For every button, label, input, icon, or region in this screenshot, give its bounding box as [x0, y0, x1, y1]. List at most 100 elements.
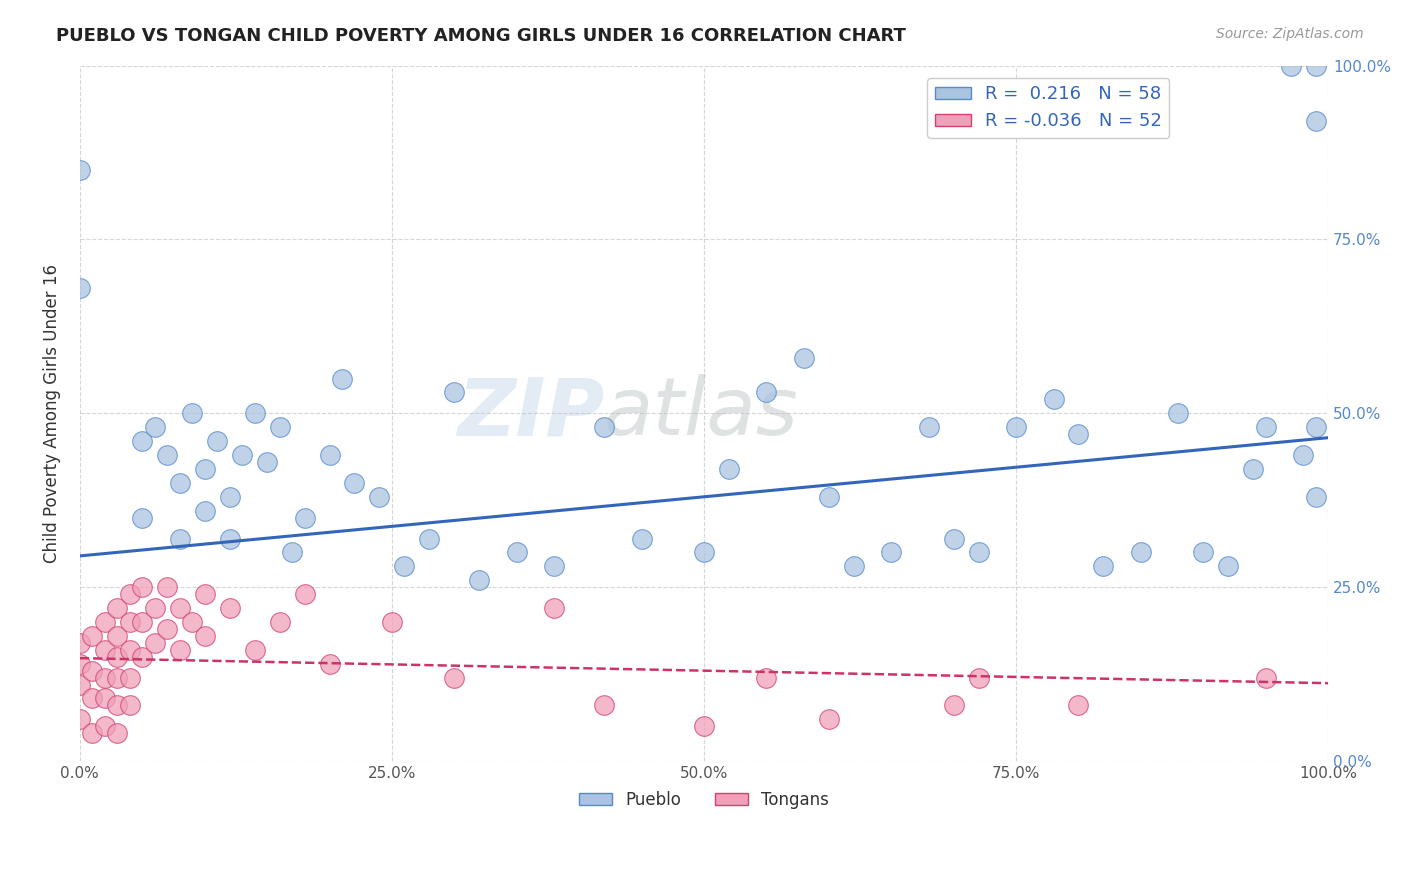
Point: [94, 719, 117, 733]
Point: [218, 490, 240, 504]
Point: [205, 434, 228, 449]
Point: [1042, 392, 1064, 407]
Point: [69, 162, 91, 177]
Point: [194, 587, 217, 601]
Point: [105, 671, 128, 685]
Point: [817, 712, 839, 726]
Point: [281, 545, 304, 559]
Point: [156, 448, 179, 462]
Point: [918, 420, 941, 434]
Point: [593, 698, 616, 713]
Point: [1305, 490, 1327, 504]
Point: [1129, 545, 1152, 559]
Point: [69, 712, 91, 726]
Point: [1218, 559, 1240, 574]
Point: [942, 532, 965, 546]
Point: [1167, 406, 1189, 420]
Point: [1067, 427, 1090, 442]
Point: [269, 420, 291, 434]
Point: [506, 545, 529, 559]
Point: [105, 649, 128, 664]
Point: [143, 420, 166, 434]
Point: [418, 532, 440, 546]
Point: [131, 615, 153, 629]
Point: [82, 664, 104, 678]
Point: [294, 587, 316, 601]
Point: [131, 649, 153, 664]
Point: [1279, 59, 1302, 73]
Point: [381, 615, 404, 629]
Point: [69, 657, 91, 671]
Point: [967, 545, 990, 559]
Point: [131, 510, 153, 524]
Legend: Pueblo, Tongans: Pueblo, Tongans: [572, 784, 837, 815]
Point: [143, 636, 166, 650]
Point: [218, 601, 240, 615]
Point: [118, 698, 141, 713]
Point: [543, 601, 565, 615]
Point: [443, 385, 465, 400]
Point: [94, 691, 117, 706]
Point: [118, 671, 141, 685]
Point: [131, 580, 153, 594]
Point: [343, 475, 366, 490]
Point: [1305, 114, 1327, 128]
Point: [269, 615, 291, 629]
Point: [443, 671, 465, 685]
Point: [693, 545, 716, 559]
Point: [194, 629, 217, 643]
Point: [1292, 448, 1315, 462]
Point: [256, 455, 278, 469]
Point: [330, 371, 353, 385]
Point: [169, 642, 191, 657]
Point: [194, 504, 217, 518]
Point: [942, 698, 965, 713]
Point: [842, 559, 865, 574]
Point: [94, 615, 117, 629]
Point: [169, 532, 191, 546]
Point: [94, 642, 117, 657]
Point: [368, 490, 391, 504]
Point: [593, 420, 616, 434]
Point: [693, 719, 716, 733]
Point: [1254, 420, 1277, 434]
Point: [82, 629, 104, 643]
Point: [118, 587, 141, 601]
Point: [755, 671, 778, 685]
Point: [181, 406, 204, 420]
Point: [169, 601, 191, 615]
Point: [1305, 420, 1327, 434]
Point: [1241, 462, 1264, 476]
Point: [318, 448, 340, 462]
Point: [118, 615, 141, 629]
Point: [69, 636, 91, 650]
Point: [82, 726, 104, 740]
Point: [105, 601, 128, 615]
Point: [143, 601, 166, 615]
Point: [169, 475, 191, 490]
Text: Source: ZipAtlas.com: Source: ZipAtlas.com: [1216, 27, 1364, 41]
Point: [69, 281, 91, 295]
Point: [394, 559, 416, 574]
Point: [318, 657, 340, 671]
Point: [294, 510, 316, 524]
Point: [194, 462, 217, 476]
Point: [543, 559, 565, 574]
Point: [755, 385, 778, 400]
Point: [105, 698, 128, 713]
Point: [94, 671, 117, 685]
Point: [156, 622, 179, 636]
Point: [967, 671, 990, 685]
Y-axis label: Child Poverty Among Girls Under 16: Child Poverty Among Girls Under 16: [44, 264, 60, 563]
Point: [105, 726, 128, 740]
Point: [181, 615, 204, 629]
Point: [243, 642, 266, 657]
Point: [1005, 420, 1028, 434]
Point: [793, 351, 815, 365]
Point: [1305, 59, 1327, 73]
Point: [630, 532, 652, 546]
Point: [105, 629, 128, 643]
Text: PUEBLO VS TONGAN CHILD POVERTY AMONG GIRLS UNDER 16 CORRELATION CHART: PUEBLO VS TONGAN CHILD POVERTY AMONG GIR…: [56, 27, 905, 45]
Point: [82, 691, 104, 706]
Point: [468, 574, 491, 588]
